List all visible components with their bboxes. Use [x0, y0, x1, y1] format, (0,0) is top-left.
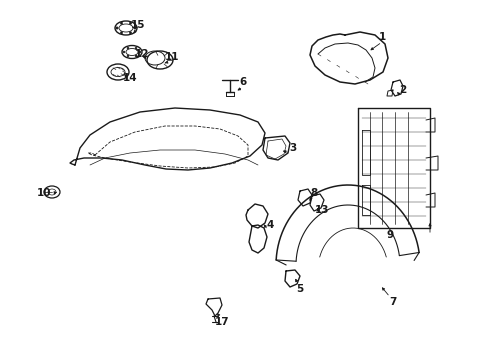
Circle shape [127, 47, 129, 49]
Circle shape [123, 51, 125, 53]
Text: 2: 2 [399, 85, 407, 95]
Text: 11: 11 [165, 52, 179, 62]
Text: 1: 1 [378, 32, 386, 42]
Text: 6: 6 [240, 77, 246, 87]
Text: 12: 12 [135, 49, 149, 59]
Text: 5: 5 [296, 284, 304, 294]
Text: 17: 17 [215, 317, 229, 327]
Circle shape [127, 55, 129, 57]
Circle shape [135, 47, 137, 49]
Text: 4: 4 [266, 220, 274, 230]
Text: 8: 8 [310, 188, 318, 198]
Circle shape [121, 32, 122, 34]
Text: 3: 3 [290, 143, 296, 153]
Text: 15: 15 [131, 20, 145, 30]
Circle shape [121, 22, 122, 24]
Circle shape [139, 51, 141, 53]
Text: 7: 7 [390, 297, 397, 307]
Circle shape [116, 27, 118, 29]
Text: 13: 13 [315, 205, 329, 215]
Circle shape [129, 32, 132, 34]
Circle shape [134, 27, 136, 29]
Text: 9: 9 [387, 230, 393, 240]
Circle shape [129, 22, 132, 24]
Text: 14: 14 [122, 73, 137, 83]
Text: 10: 10 [37, 188, 51, 198]
Circle shape [135, 55, 137, 57]
